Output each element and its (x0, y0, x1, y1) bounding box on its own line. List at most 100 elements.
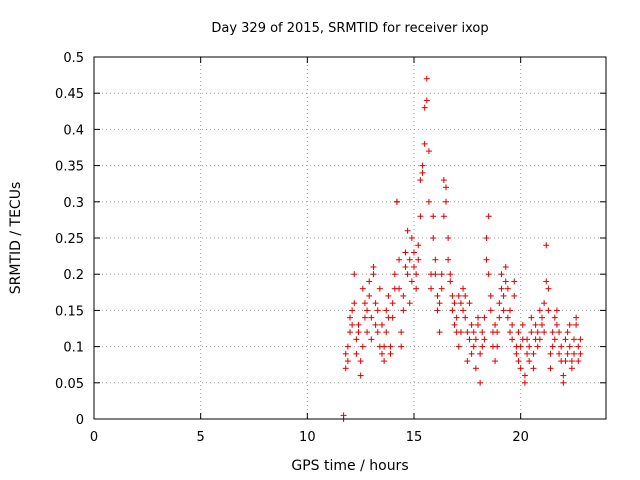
data-point (460, 307, 467, 314)
data-point (455, 292, 462, 299)
data-point (539, 321, 545, 328)
data-point (349, 321, 356, 328)
data-point (400, 292, 407, 299)
data-point (413, 271, 420, 278)
data-point (496, 300, 503, 307)
data-point (425, 198, 432, 205)
data-point (560, 372, 567, 379)
data-point (509, 321, 516, 328)
data-point (430, 213, 437, 220)
data-point (541, 329, 548, 336)
data-point (404, 227, 411, 234)
data-point (487, 292, 494, 299)
data-point (472, 365, 479, 372)
data-point (440, 213, 447, 220)
data-point (417, 177, 424, 184)
data-point (500, 307, 507, 314)
data-point (438, 285, 445, 292)
data-point (415, 256, 422, 263)
data-point (406, 256, 413, 263)
data-point (368, 314, 375, 321)
data-point (566, 321, 573, 328)
data-point (421, 140, 428, 147)
data-point (408, 278, 415, 285)
data-point (485, 213, 492, 220)
data-point (430, 235, 437, 241)
data-point (504, 314, 511, 321)
data-point (389, 314, 396, 321)
data-point (443, 198, 449, 205)
y-tick-label: 0.35 (55, 160, 84, 175)
data-point (340, 412, 347, 419)
data-point (342, 365, 349, 372)
data-point (381, 358, 388, 365)
data-point (541, 300, 548, 307)
data-point (575, 358, 582, 365)
data-point (347, 329, 353, 336)
data-point (543, 278, 550, 285)
data-point (374, 329, 381, 336)
data-point (398, 343, 405, 350)
data-point (528, 314, 535, 321)
x-tick-label: 20 (512, 430, 529, 445)
data-point (443, 184, 449, 191)
data-point (451, 321, 458, 328)
y-axis-label: SRMTID / TECUs (8, 182, 24, 295)
data-point (357, 358, 364, 365)
data-point (349, 307, 356, 314)
data-point (351, 300, 358, 307)
data-point (366, 292, 373, 299)
x-tick-label: 5 (197, 430, 205, 445)
data-point (571, 350, 577, 357)
data-point (353, 350, 360, 357)
data-point (389, 300, 396, 307)
data-point (436, 329, 443, 336)
data-point (372, 300, 379, 307)
data-point (515, 329, 522, 336)
x-tick-label: 0 (90, 430, 98, 445)
data-point (381, 343, 388, 350)
data-point (411, 249, 417, 256)
data-point (344, 343, 351, 350)
data-point (361, 314, 368, 321)
data-point (547, 350, 554, 357)
data-point (573, 314, 580, 321)
data-point (492, 358, 499, 365)
data-point (479, 343, 486, 350)
data-point (507, 329, 513, 336)
data-point (417, 213, 424, 220)
data-point (353, 336, 360, 343)
data-point (447, 271, 454, 278)
data-point (502, 278, 509, 285)
data-point (536, 307, 543, 314)
data-point (449, 292, 456, 299)
data-point (366, 278, 373, 285)
data-point (566, 343, 573, 350)
data-point (396, 256, 403, 263)
data-point (575, 343, 582, 350)
data-point (464, 358, 471, 365)
data-point (562, 358, 569, 365)
data-point (507, 307, 513, 314)
data-point (470, 329, 477, 336)
data-point (466, 336, 473, 343)
data-point (466, 300, 473, 307)
data-point (387, 343, 394, 350)
data-point (404, 271, 411, 278)
data-point (556, 329, 563, 336)
data-point (438, 271, 445, 278)
data-point (364, 307, 371, 314)
data-point (547, 365, 554, 372)
data-point (432, 271, 439, 278)
y-tick-label: 0.2 (63, 268, 84, 283)
data-point (462, 314, 469, 321)
y-tick-label: 0.1 (63, 341, 84, 356)
data-point (477, 379, 484, 386)
data-point (419, 169, 426, 176)
data-point (462, 292, 469, 299)
x-axis-label: GPS time / hours (291, 458, 408, 474)
data-point (460, 285, 467, 292)
data-point (481, 336, 488, 343)
data-point (344, 358, 351, 365)
data-point (549, 329, 556, 336)
